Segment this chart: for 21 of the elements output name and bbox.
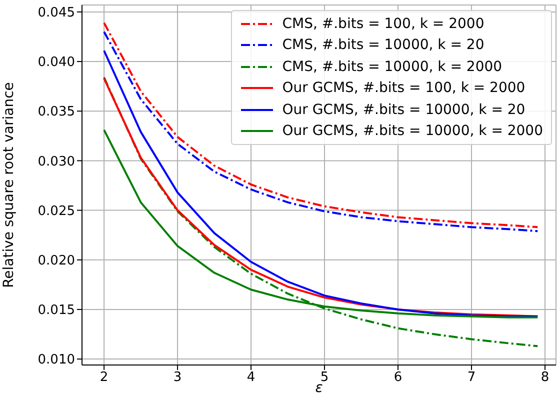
y-tick-label: 0.030 — [38, 154, 75, 170]
x-tick-label: 8 — [540, 370, 550, 386]
y-tick-label: 0.045 — [38, 6, 75, 21]
x-tick-label: 6 — [394, 370, 402, 386]
legend-label: CMS, #.bits = 100, k = 2000 — [282, 16, 484, 32]
legend-label: CMS, #.bits = 10000, k = 20 — [282, 37, 484, 54]
y-tick-label: 0.010 — [38, 352, 75, 368]
x-tick-label: 4 — [246, 370, 256, 386]
legend-label: Our GCMS, #.bits = 10000, k = 20 — [282, 102, 526, 118]
legend-label: Our GCMS, #.bits = 100, k = 2000 — [282, 80, 526, 96]
x-tick-label: 3 — [173, 370, 182, 386]
legend-label: Our GCMS, #.bits = 10000, k = 2000 — [282, 123, 543, 140]
x-tick-label: 7 — [467, 370, 476, 386]
y-tick-label: 0.035 — [38, 104, 75, 120]
legend-label: CMS, #.bits = 10000, k = 2000 — [282, 58, 502, 75]
y-tick-label: 0.015 — [38, 303, 75, 318]
y-tick-label: 0.025 — [38, 204, 75, 219]
y-tick-label: 0.020 — [38, 253, 75, 268]
y-tick-label: 0.040 — [38, 55, 75, 70]
y-axis-title: Relative square root variance — [0, 82, 17, 288]
x-tick-label: 2 — [100, 370, 108, 386]
